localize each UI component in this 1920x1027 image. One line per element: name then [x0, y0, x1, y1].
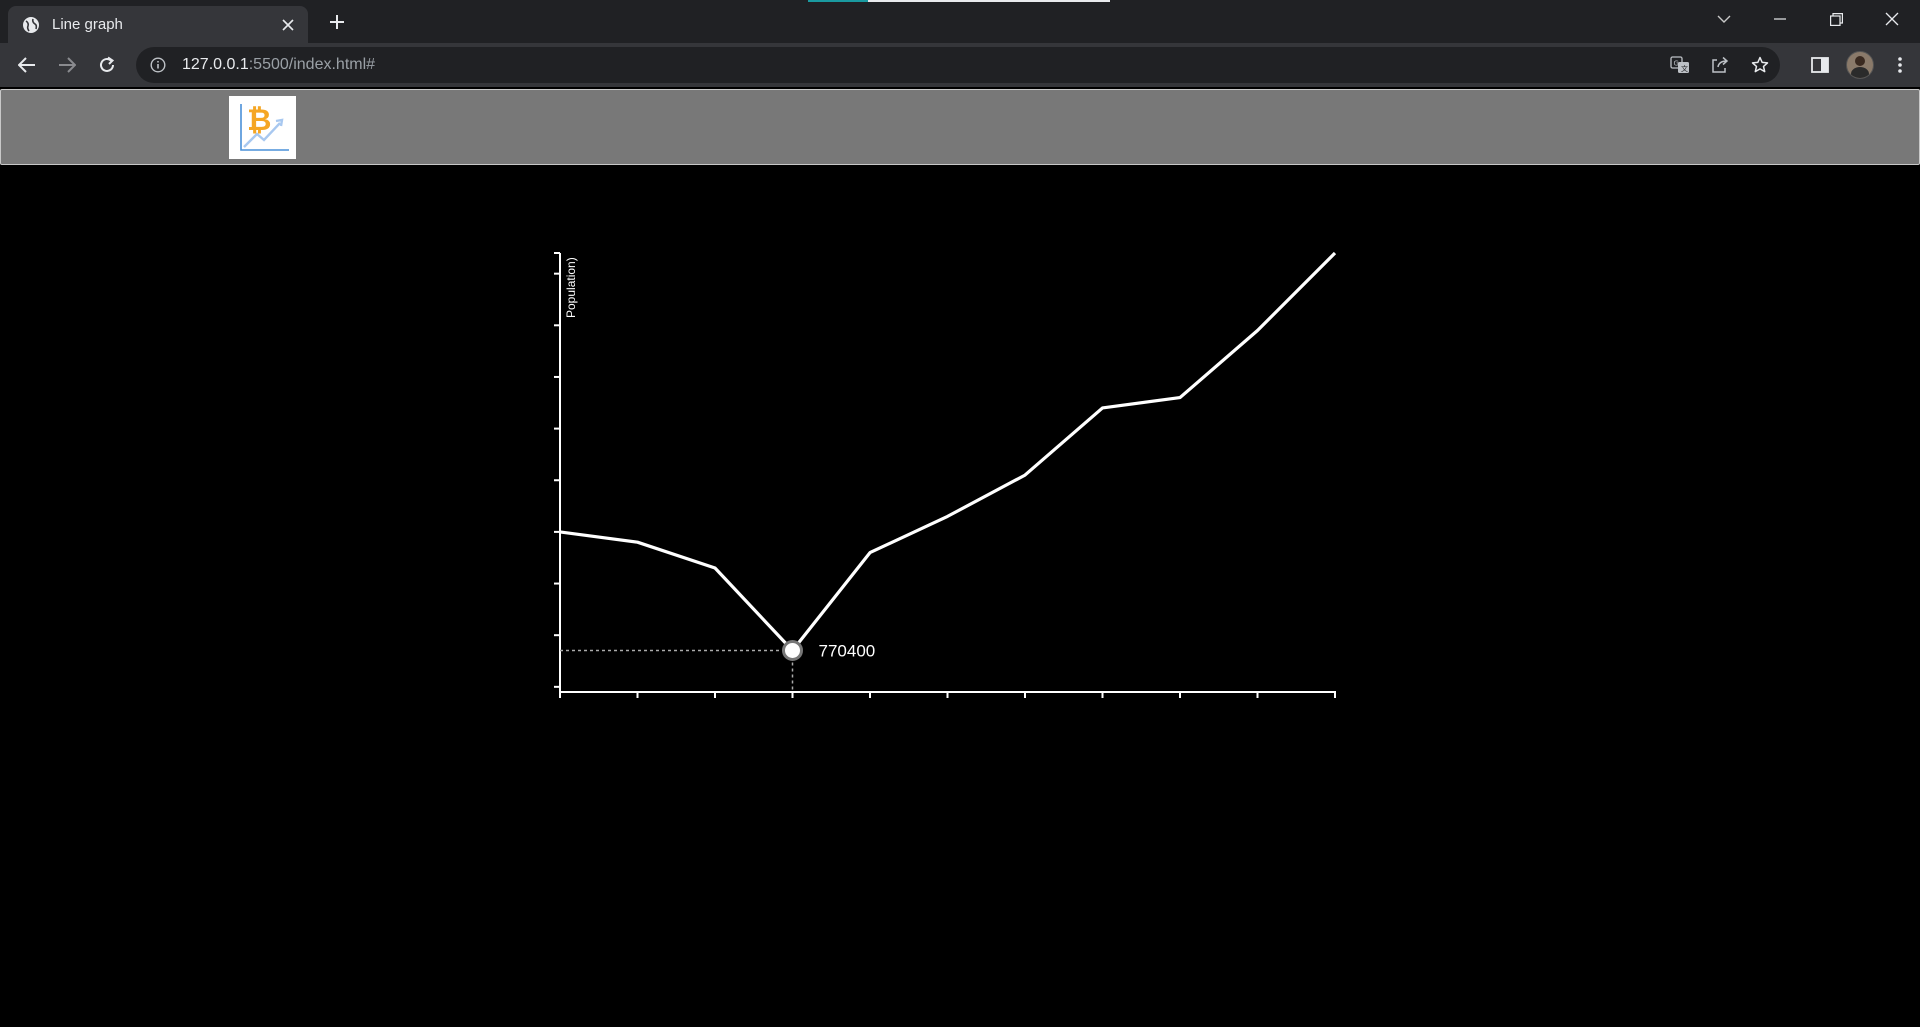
tab-line-graph[interactable]: Line graph	[8, 6, 308, 43]
globe-icon	[22, 16, 40, 34]
chevron-down-icon[interactable]	[1696, 0, 1752, 38]
url-text: 127.0.0.1:5500/index.html#	[182, 56, 375, 74]
minimize-icon[interactable]	[1752, 0, 1808, 38]
back-icon[interactable]	[13, 51, 41, 79]
window-close-icon[interactable]	[1864, 0, 1920, 38]
url-host: 127.0.0.1	[182, 56, 249, 73]
forward-icon[interactable]	[53, 51, 81, 79]
series-line	[559, 251, 1337, 653]
star-icon[interactable]	[1740, 47, 1780, 83]
svg-text:₿: ₿	[247, 103, 271, 138]
toolbar-right	[1800, 43, 1920, 87]
data-point[interactable]	[1329, 247, 1341, 259]
restore-icon[interactable]	[1808, 0, 1864, 38]
reload-icon[interactable]	[93, 51, 121, 79]
data-point[interactable]	[554, 526, 566, 538]
tabstrip-accent-teal	[808, 0, 868, 2]
window-controls	[1696, 0, 1920, 38]
data-point[interactable]	[1174, 392, 1186, 404]
data-point[interactable]	[942, 510, 954, 522]
info-icon[interactable]	[148, 55, 168, 75]
avatar	[1846, 51, 1874, 79]
data-point[interactable]	[709, 562, 721, 574]
highlight-value-label: 770400	[819, 641, 876, 660]
tabstrip-accent-light	[868, 0, 1110, 2]
data-point[interactable]	[1097, 402, 1109, 414]
sidepanel-icon[interactable]	[1800, 43, 1840, 87]
bitcoin-chart-logo[interactable]: ₿	[229, 96, 296, 159]
data-point[interactable]	[864, 547, 876, 559]
svg-text:G: G	[1674, 60, 1679, 68]
close-icon[interactable]	[278, 15, 298, 35]
plus-icon[interactable]	[325, 10, 349, 34]
profile-avatar[interactable]	[1840, 43, 1880, 87]
browser-tabstrip: Line graph	[0, 0, 1920, 43]
svg-text:文: 文	[1681, 64, 1688, 73]
data-point[interactable]	[1252, 324, 1264, 336]
y-axis-label: Population)	[564, 257, 578, 318]
data-point[interactable]	[1019, 469, 1031, 481]
highlight-point[interactable]	[782, 639, 803, 661]
more-icon[interactable]	[1880, 43, 1920, 87]
data-point[interactable]	[632, 536, 644, 548]
site-header: ₿	[0, 89, 1920, 165]
url-path: :5500/index.html#	[248, 56, 376, 73]
tab-title: Line graph	[52, 16, 123, 33]
share-icon[interactable]	[1700, 47, 1740, 83]
